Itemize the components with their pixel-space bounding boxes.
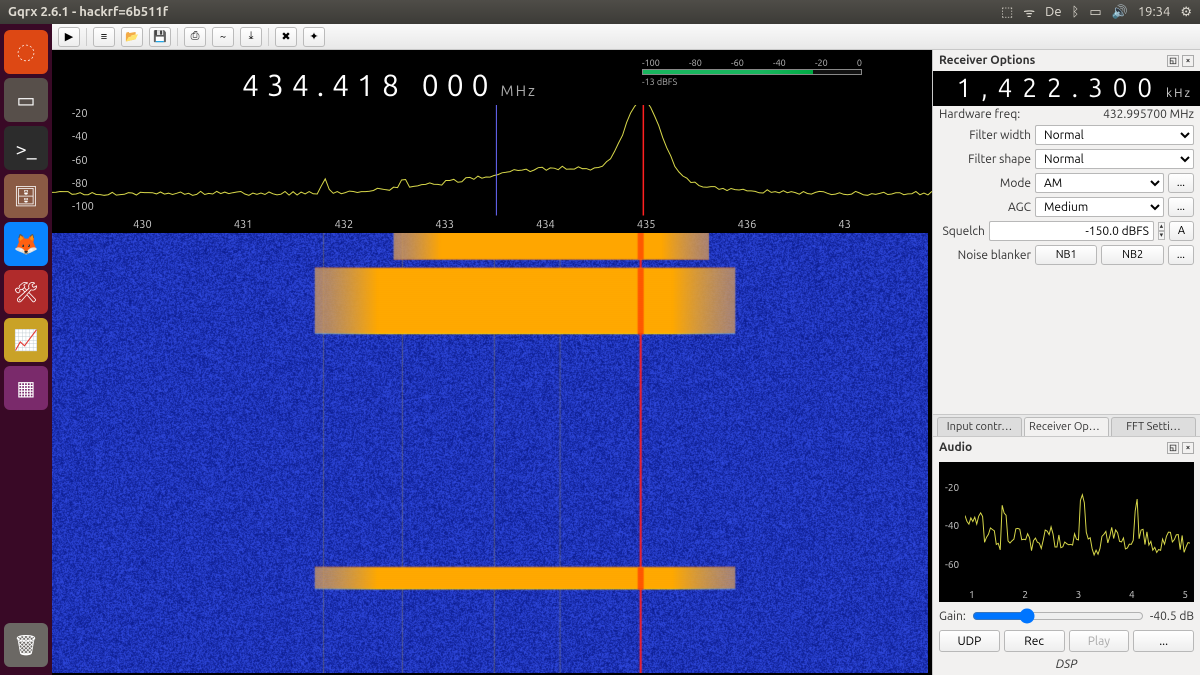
filter-width-select[interactable]: Normal bbox=[1035, 125, 1194, 145]
filter-shape-select[interactable]: Normal bbox=[1035, 149, 1194, 169]
bluetooth-icon[interactable]: ᛒ bbox=[1072, 5, 1080, 19]
rx-frequency-display[interactable]: 1,422.300kHz bbox=[933, 71, 1200, 106]
fft-panel[interactable]: 434.418 000MHz -100-80-60-40-200 -13 dBF… bbox=[52, 50, 932, 233]
dropbox-icon[interactable]: ⬚ bbox=[1001, 5, 1013, 20]
filter-shape-label: Filter shape bbox=[939, 153, 1031, 166]
right-panel: Receiver Options ◱ × 1,422.300kHz Hardwa… bbox=[932, 50, 1200, 675]
toolbar-btn-6[interactable]: ⤓ bbox=[240, 27, 262, 47]
audio-detach-icon[interactable]: ◱ bbox=[1167, 442, 1179, 454]
launcher-trash[interactable]: 🗑 bbox=[4, 623, 48, 667]
battery-icon[interactable]: ▭ bbox=[1089, 5, 1101, 20]
audio-title: Audio bbox=[939, 441, 972, 454]
tab-receiver-options[interactable]: Receiver Opti… bbox=[1024, 417, 1109, 436]
audio-more-button[interactable]: ... bbox=[1133, 630, 1194, 652]
unity-launcher: ◌▭>_🗄🦊🛠📈▦ 🗑 bbox=[0, 24, 52, 675]
agc-select[interactable]: Medium bbox=[1035, 197, 1164, 217]
volume-icon[interactable]: 🔊 bbox=[1112, 5, 1128, 20]
frequency-display[interactable]: 434.418 000MHz bbox=[242, 68, 537, 104]
mode-label: Mode bbox=[939, 177, 1031, 190]
launcher-app8[interactable]: ▦ bbox=[4, 366, 48, 410]
toolbar-btn-2[interactable]: 📂 bbox=[121, 27, 143, 47]
gain-slider[interactable] bbox=[972, 608, 1144, 624]
system-tray: ⬚ ᯤ De ᛒ ▭ 🔊 19:34 ⚙ bbox=[1001, 3, 1192, 21]
noise-blanker-label: Noise blanker bbox=[939, 249, 1031, 262]
launcher-terminal[interactable]: >_ bbox=[4, 126, 48, 170]
audio-fft-plot[interactable]: -20-40-60 12345 bbox=[939, 462, 1194, 602]
gain-label: Gain: bbox=[939, 610, 966, 623]
squelch-label: Squelch bbox=[939, 225, 985, 238]
hw-freq-value: 432.995700 MHz bbox=[1103, 108, 1194, 121]
window-title: Gqrx 2.6.1 - hackrf=6b511f bbox=[8, 5, 1001, 19]
launcher-dash[interactable]: ◌ bbox=[4, 30, 48, 74]
gain-value: -40.5 dB bbox=[1150, 610, 1194, 623]
toolbar-btn-8[interactable]: ✦ bbox=[303, 27, 325, 47]
agc-more-button[interactable]: ... bbox=[1168, 197, 1194, 217]
receiver-panel-title: Receiver Options ◱ × bbox=[933, 50, 1200, 71]
frequency-unit: MHz bbox=[501, 82, 537, 99]
clock[interactable]: 19:34 bbox=[1138, 5, 1171, 19]
filter-width-label: Filter width bbox=[939, 129, 1031, 142]
dsp-label: DSP bbox=[933, 656, 1200, 675]
tab-input-controls[interactable]: Input contr… bbox=[937, 417, 1022, 436]
gear-icon[interactable]: ⚙ bbox=[1180, 5, 1192, 20]
toolbar-btn-4[interactable]: ⎙ bbox=[184, 27, 206, 47]
launcher-firefox[interactable]: 🦊 bbox=[4, 222, 48, 266]
signal-meter: -100-80-60-40-200 -13 dBFS bbox=[642, 58, 862, 87]
launcher-gqrx[interactable]: 📈 bbox=[4, 318, 48, 362]
toolbar: ▶ ≡ 📂 💾 ⎙ ~ ⤓ ✖ ✦ bbox=[52, 24, 1200, 50]
tab-fft-settings[interactable]: FFT Setti… bbox=[1111, 417, 1196, 436]
spectrum-column: 434.418 000MHz -100-80-60-40-200 -13 dBF… bbox=[52, 50, 932, 675]
toolbar-btn-7[interactable]: ✖ bbox=[275, 27, 297, 47]
launcher-nautilus[interactable]: 🗄 bbox=[4, 174, 48, 218]
udp-button[interactable]: UDP bbox=[939, 630, 1000, 652]
squelch-stepper[interactable]: ▴▾ bbox=[1158, 222, 1165, 240]
panel-close-icon[interactable]: × bbox=[1182, 55, 1194, 67]
audio-close-icon[interactable]: × bbox=[1182, 442, 1194, 454]
panel-detach-icon[interactable]: ◱ bbox=[1167, 55, 1179, 67]
toolbar-btn-5[interactable]: ~ bbox=[212, 27, 234, 47]
wifi-icon[interactable]: ᯤ bbox=[1023, 3, 1035, 21]
launcher-files[interactable]: ▭ bbox=[4, 78, 48, 122]
nb1-button[interactable]: NB1 bbox=[1035, 245, 1097, 265]
squelch-auto-button[interactable]: A bbox=[1169, 221, 1194, 241]
mode-select[interactable]: AM bbox=[1035, 173, 1164, 193]
frequency-digits[interactable]: 434.418 000 bbox=[242, 68, 497, 102]
audio-panel: Audio ◱ × -20-40-60 12345 Gain: -40.5 dB… bbox=[933, 436, 1200, 675]
fft-plot[interactable] bbox=[52, 105, 932, 216]
mode-more-button[interactable]: ... bbox=[1168, 173, 1194, 193]
smeter-value: -13 dBFS bbox=[642, 77, 862, 87]
toolbar-btn-3[interactable]: 💾 bbox=[149, 27, 171, 47]
bottom-tabs: Input contr… Receiver Opti… FFT Setti… bbox=[933, 414, 1200, 436]
toolbar-btn-1[interactable]: ≡ bbox=[93, 27, 115, 47]
squelch-input[interactable] bbox=[989, 221, 1154, 241]
play-button[interactable]: Play bbox=[1069, 630, 1130, 652]
nb-more-button[interactable]: ... bbox=[1168, 245, 1194, 265]
keyboard-layout[interactable]: De bbox=[1045, 5, 1061, 19]
toolbar-btn-0[interactable]: ▶ bbox=[58, 27, 80, 47]
nb2-button[interactable]: NB2 bbox=[1101, 245, 1163, 265]
agc-label: AGC bbox=[939, 201, 1031, 214]
gqrx-window: ▶ ≡ 📂 💾 ⎙ ~ ⤓ ✖ ✦ 434.418 000MHz -100-80-60-40-2… bbox=[52, 24, 1200, 675]
menubar: Gqrx 2.6.1 - hackrf=6b511f ⬚ ᯤ De ᛒ ▭ 🔊 … bbox=[0, 0, 1200, 24]
hw-freq-label: Hardware freq: bbox=[939, 108, 1099, 121]
launcher-settings[interactable]: 🛠 bbox=[4, 270, 48, 314]
waterfall[interactable] bbox=[52, 233, 932, 675]
rec-button[interactable]: Rec bbox=[1004, 630, 1065, 652]
